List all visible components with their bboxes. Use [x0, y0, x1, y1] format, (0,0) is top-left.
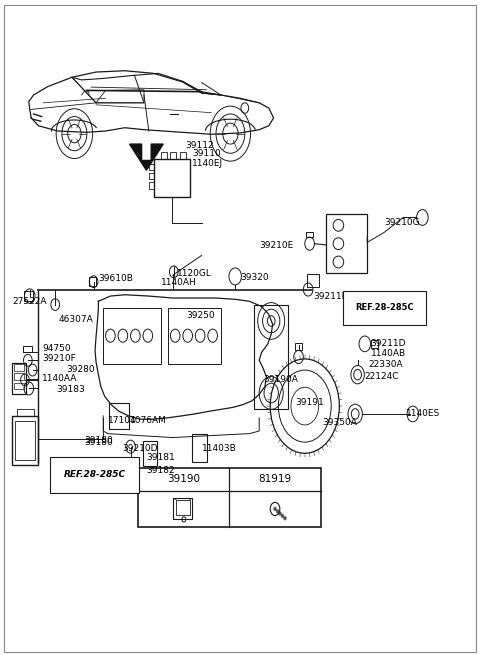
- Bar: [170, 152, 176, 159]
- Circle shape: [274, 507, 276, 511]
- Bar: [180, 152, 186, 159]
- Text: 1140AA: 1140AA: [42, 374, 78, 383]
- Text: 1140AH: 1140AH: [161, 278, 196, 288]
- Bar: [168, 308, 221, 364]
- Text: 39183: 39183: [57, 385, 85, 394]
- Text: 39182: 39182: [146, 466, 175, 475]
- Text: 39112: 39112: [185, 141, 214, 150]
- Text: 39210G: 39210G: [384, 218, 420, 227]
- Circle shape: [284, 516, 287, 520]
- Text: 39180: 39180: [84, 438, 113, 447]
- Text: 1076AM: 1076AM: [130, 416, 167, 425]
- Text: 1140AB: 1140AB: [371, 349, 406, 358]
- Bar: [23, 346, 32, 352]
- Bar: [326, 214, 367, 273]
- Text: 39210F: 39210F: [42, 354, 76, 364]
- Text: 39181: 39181: [146, 453, 175, 462]
- Text: REF.28-285C: REF.28-285C: [63, 470, 125, 479]
- Text: 39250: 39250: [186, 311, 215, 320]
- Bar: [24, 291, 33, 301]
- Bar: [12, 363, 26, 394]
- Bar: [143, 441, 157, 466]
- Bar: [14, 373, 24, 380]
- Text: 1120GL: 1120GL: [177, 269, 212, 278]
- Text: 1140ES: 1140ES: [406, 409, 440, 419]
- Text: 39190: 39190: [168, 474, 200, 485]
- Text: 39110: 39110: [192, 149, 221, 158]
- Bar: [154, 159, 190, 196]
- Bar: [17, 409, 34, 416]
- Text: 39190A: 39190A: [263, 375, 298, 384]
- Text: 39210D: 39210D: [122, 444, 158, 453]
- Bar: [138, 468, 321, 527]
- Text: 1140EJ: 1140EJ: [192, 159, 223, 168]
- Text: 94750: 94750: [42, 344, 71, 353]
- Circle shape: [281, 514, 284, 518]
- Text: 39211B: 39211B: [313, 291, 348, 301]
- Text: 17104: 17104: [108, 416, 136, 425]
- Text: 39210E: 39210E: [259, 241, 293, 250]
- Bar: [254, 305, 288, 409]
- Bar: [14, 364, 24, 371]
- Polygon shape: [130, 144, 163, 170]
- Text: 11403B: 11403B: [202, 444, 236, 453]
- Text: 39350A: 39350A: [323, 418, 358, 427]
- Circle shape: [278, 512, 281, 515]
- Text: 81919: 81919: [258, 474, 292, 485]
- Text: 22124C: 22124C: [365, 372, 399, 381]
- Bar: [307, 274, 319, 287]
- Bar: [149, 182, 154, 189]
- Bar: [161, 152, 167, 159]
- Text: 27522A: 27522A: [12, 297, 47, 306]
- Bar: [109, 403, 129, 429]
- Text: REF.28-285C: REF.28-285C: [355, 303, 414, 312]
- Text: 39280: 39280: [66, 365, 95, 374]
- Bar: [176, 500, 190, 515]
- Bar: [149, 173, 154, 179]
- Bar: [295, 343, 302, 350]
- Text: 22330A: 22330A: [369, 360, 403, 369]
- Bar: [15, 421, 35, 460]
- Text: 39610B: 39610B: [98, 274, 133, 283]
- Bar: [192, 434, 207, 462]
- Bar: [89, 277, 96, 286]
- Bar: [306, 232, 313, 237]
- Circle shape: [276, 510, 279, 514]
- Text: 39211D: 39211D: [371, 339, 406, 348]
- Text: 39191: 39191: [295, 398, 324, 407]
- Bar: [371, 340, 378, 348]
- Text: 39180: 39180: [84, 436, 113, 445]
- Bar: [12, 416, 38, 465]
- Text: 39320: 39320: [240, 272, 269, 282]
- Bar: [173, 498, 192, 519]
- Text: 46307A: 46307A: [59, 315, 93, 324]
- Bar: [14, 383, 24, 389]
- Bar: [103, 308, 161, 364]
- Bar: [149, 164, 154, 170]
